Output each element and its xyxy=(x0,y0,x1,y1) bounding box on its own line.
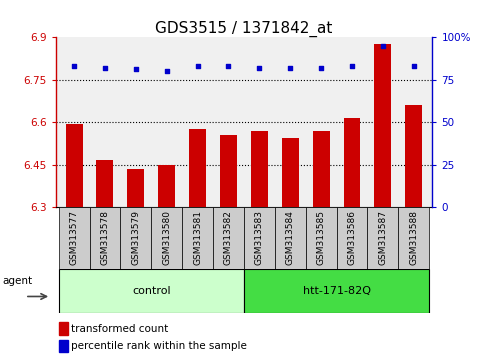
Bar xyxy=(158,165,175,354)
Bar xyxy=(59,340,68,352)
Text: GSM313586: GSM313586 xyxy=(347,210,356,265)
Bar xyxy=(405,105,422,354)
Point xyxy=(225,63,232,69)
Bar xyxy=(189,129,206,354)
Text: control: control xyxy=(132,286,170,296)
Bar xyxy=(251,131,268,354)
Text: GSM313580: GSM313580 xyxy=(162,210,171,265)
Bar xyxy=(398,207,429,269)
Bar xyxy=(343,118,360,354)
Bar xyxy=(275,207,306,269)
Bar xyxy=(58,269,244,313)
Bar xyxy=(66,124,83,354)
Bar xyxy=(244,269,429,313)
Bar xyxy=(89,207,120,269)
Text: GSM313577: GSM313577 xyxy=(70,210,79,265)
Bar xyxy=(128,169,144,354)
Text: GSM313583: GSM313583 xyxy=(255,210,264,265)
Text: GSM313579: GSM313579 xyxy=(131,210,141,265)
Bar xyxy=(306,207,337,269)
Text: GSM313587: GSM313587 xyxy=(378,210,387,265)
Point xyxy=(101,65,109,70)
Bar xyxy=(220,135,237,354)
Bar xyxy=(182,207,213,269)
Point xyxy=(256,65,263,70)
Text: GSM313588: GSM313588 xyxy=(409,210,418,265)
Text: htt-171-82Q: htt-171-82Q xyxy=(302,286,370,296)
Bar xyxy=(374,44,391,354)
Text: percentile rank within the sample: percentile rank within the sample xyxy=(71,341,246,351)
Text: GSM313584: GSM313584 xyxy=(286,210,295,265)
Bar xyxy=(313,131,329,354)
Point xyxy=(163,68,170,74)
Point xyxy=(286,65,294,70)
Bar xyxy=(59,322,68,335)
Bar xyxy=(120,207,151,269)
Text: GSM313578: GSM313578 xyxy=(100,210,110,265)
Text: transformed count: transformed count xyxy=(71,324,168,333)
Bar xyxy=(151,207,182,269)
Text: GSM313581: GSM313581 xyxy=(193,210,202,265)
Point xyxy=(317,65,325,70)
Point xyxy=(348,63,356,69)
Bar xyxy=(213,207,244,269)
Bar xyxy=(282,138,298,354)
Bar xyxy=(97,160,114,354)
Point xyxy=(70,63,78,69)
Point xyxy=(379,43,387,48)
Bar xyxy=(58,207,89,269)
Bar xyxy=(244,207,275,269)
Text: GSM313585: GSM313585 xyxy=(317,210,326,265)
Bar xyxy=(337,207,368,269)
Text: agent: agent xyxy=(3,276,33,286)
Title: GDS3515 / 1371842_at: GDS3515 / 1371842_at xyxy=(155,21,333,37)
Bar xyxy=(368,207,398,269)
Point xyxy=(410,63,418,69)
Point xyxy=(194,63,201,69)
Text: GSM313582: GSM313582 xyxy=(224,210,233,265)
Point xyxy=(132,67,140,72)
